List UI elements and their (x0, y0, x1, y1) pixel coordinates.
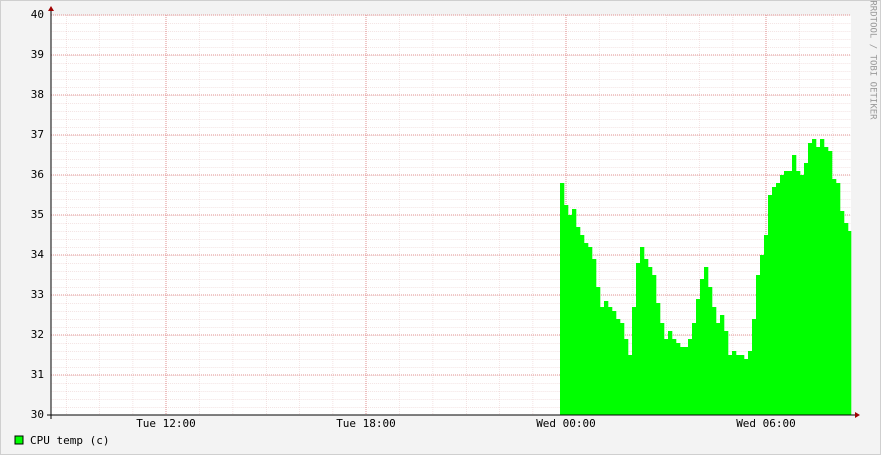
area-step (668, 331, 673, 415)
area-step (616, 319, 621, 415)
area-step (624, 339, 629, 415)
area-step (844, 223, 849, 415)
axes (47, 6, 860, 419)
area-step (796, 171, 801, 415)
y-tick-label: 31 (31, 368, 44, 381)
area-step (752, 319, 757, 415)
area-step (760, 255, 765, 415)
area-step (560, 183, 565, 415)
area-step (756, 275, 761, 415)
y-tick-label: 35 (31, 208, 44, 221)
area-step (836, 183, 841, 415)
area-step (792, 155, 797, 415)
y-tick-label: 37 (31, 128, 44, 141)
x-tick-label: Tue 12:00 (136, 417, 196, 430)
area-step (648, 267, 653, 415)
y-tick-label: 34 (31, 248, 45, 261)
area-step (812, 139, 817, 415)
area-step (636, 263, 641, 415)
legend-swatch (14, 435, 24, 445)
area-step (696, 299, 701, 415)
area-step (840, 211, 845, 415)
y-tick-label: 30 (31, 408, 44, 421)
area-step (748, 351, 753, 415)
y-tick-label: 40 (31, 8, 44, 21)
area-step (788, 171, 793, 415)
area-step (676, 343, 681, 415)
area-step (764, 235, 769, 415)
area-step (684, 347, 689, 415)
area-step (708, 287, 713, 415)
area-step (632, 307, 637, 415)
area-step (776, 183, 781, 415)
x-tick-label: Wed 06:00 (736, 417, 796, 430)
area-step (820, 139, 825, 415)
area-step (596, 287, 601, 415)
area-step (728, 355, 733, 415)
area-step (588, 247, 593, 415)
watermark: RRDTOOL / TOBI OETIKER (868, 0, 878, 120)
area-step (580, 235, 585, 415)
area-step (620, 323, 625, 415)
y-tick-label: 33 (31, 288, 44, 301)
area-step (672, 339, 677, 415)
area-step (804, 163, 809, 415)
grid (51, 14, 851, 416)
area-step (716, 323, 721, 415)
area-step (704, 267, 709, 415)
marks (560, 139, 852, 415)
area-step (644, 259, 649, 415)
area-step (800, 175, 805, 415)
x-tick-label: Wed 00:00 (536, 417, 596, 430)
area-step (700, 279, 705, 415)
x-arrow (855, 412, 860, 418)
area-step (652, 275, 657, 415)
area-step (736, 355, 741, 415)
area-step (600, 307, 605, 415)
y-tick-label: 39 (31, 48, 44, 61)
area-step (828, 151, 833, 415)
area-step (608, 307, 613, 415)
area-step (664, 339, 669, 415)
area-step (680, 347, 685, 415)
area-step (848, 231, 852, 415)
legend-label: CPU temp (c) (30, 434, 109, 447)
area-step (712, 307, 717, 415)
area-step (732, 351, 737, 415)
area-step (780, 175, 785, 415)
area-step (824, 147, 829, 415)
area-step (660, 323, 665, 415)
y-tick-label: 36 (31, 168, 44, 181)
area-step (564, 205, 569, 415)
area-step (628, 355, 633, 415)
area-step (568, 215, 573, 415)
area-step (720, 315, 725, 415)
area-step (576, 227, 581, 415)
area-step (584, 243, 589, 415)
area-step (740, 355, 745, 415)
area-step (832, 179, 837, 415)
y-tick-label: 38 (31, 88, 44, 101)
y-arrow (48, 6, 54, 11)
area-step (572, 209, 577, 415)
area-step (744, 359, 749, 415)
area-step (688, 339, 693, 415)
area-step (816, 147, 821, 415)
area-step (808, 143, 813, 415)
area-step (772, 187, 777, 415)
x-tick-label: Tue 18:00 (336, 417, 396, 430)
area-step (656, 303, 661, 415)
area-step (612, 311, 617, 415)
area-step (592, 259, 597, 415)
y-tick-label: 32 (31, 328, 44, 341)
area-step (692, 323, 697, 415)
area-step (640, 247, 645, 415)
area-step (724, 331, 729, 415)
area-step (604, 301, 609, 415)
area-step (768, 195, 773, 415)
area-step (784, 171, 789, 415)
